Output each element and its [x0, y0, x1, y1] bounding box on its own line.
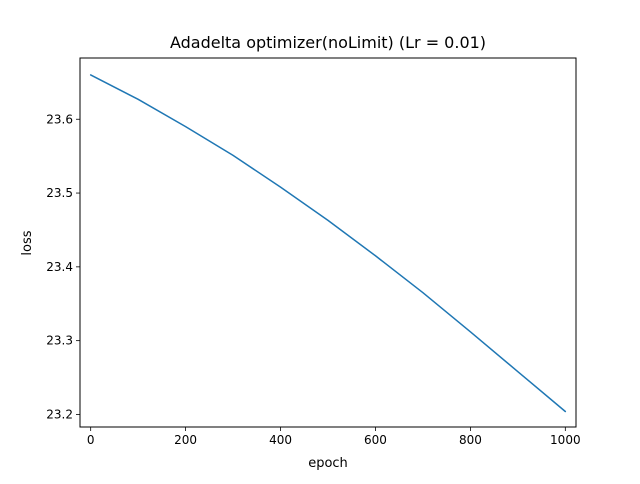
y-axis-label: loss [20, 230, 35, 255]
y-axis: 23.2 23.3 23.4 23.5 23.6 [46, 112, 80, 421]
y-tick-label: 23.5 [46, 186, 73, 200]
x-tick-label: 600 [364, 433, 387, 447]
x-axis: 0 200 400 600 800 1000 [87, 427, 581, 447]
plot-area [89, 74, 567, 413]
x-tick-label: 400 [269, 433, 292, 447]
y-tick-label: 23.6 [46, 112, 73, 126]
x-axis-label: epoch [308, 456, 348, 471]
loss-series-line [89, 74, 567, 413]
chart-title: Adadelta optimizer(noLimit) (Lr = 0.01) [170, 33, 486, 52]
x-tick-label: 200 [174, 433, 197, 447]
plot-frame [79, 57, 577, 428]
y-tick-label: 23.3 [46, 334, 73, 348]
x-tick-label: 800 [459, 433, 482, 447]
y-tick-label: 23.4 [46, 260, 73, 274]
x-tick-label: 1000 [550, 433, 581, 447]
y-tick-label: 23.2 [46, 407, 73, 421]
x-tick-label: 0 [87, 433, 95, 447]
